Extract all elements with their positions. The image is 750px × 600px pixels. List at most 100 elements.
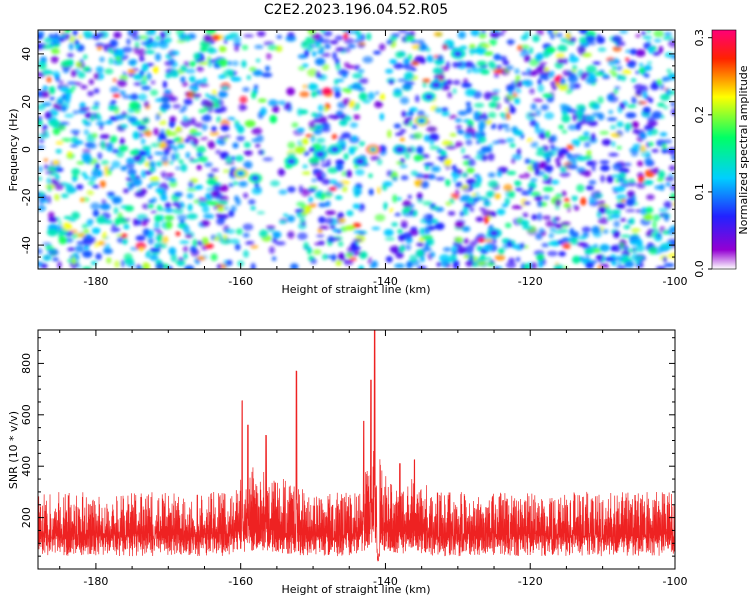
heatmap-cell: [646, 30, 652, 34]
heatmap-cell: [420, 57, 426, 64]
heatmap-cell: [150, 179, 160, 186]
heatmap-cell: [548, 233, 554, 239]
snr-panel: -180 -160 -140 -120 -100 200 400 600 800 Height…: [7, 329, 687, 596]
heatmap-cell: [405, 244, 412, 251]
heatmap-cell: [472, 197, 479, 203]
heatmap-cell: [343, 31, 349, 40]
heatmap-cell: [598, 217, 609, 225]
heatmap-cell: [257, 98, 267, 103]
heatmap-cell: [538, 131, 547, 139]
heatmap-cell: [357, 87, 366, 92]
heatmap-hotspot: [426, 95, 432, 99]
heatmap-cell: [398, 245, 405, 253]
heatmap-cell: [561, 129, 568, 134]
heatmap-cell: [161, 195, 168, 202]
heatmap-cell: [279, 220, 287, 224]
heatmap-cell: [399, 96, 410, 105]
heatmap-cell: [50, 55, 59, 64]
heatmap-cell: [630, 78, 637, 83]
heatmap-cell: [127, 185, 133, 191]
heatmap-cell: [389, 59, 397, 64]
heatmap-cell: [586, 149, 592, 157]
heatmap-cell: [343, 153, 349, 160]
heatmap-cell: [585, 35, 596, 43]
heatmap-cell: [348, 100, 356, 108]
heatmap-cell: [538, 162, 544, 169]
heatmap-cell: [405, 117, 413, 121]
heatmap-cell: [40, 90, 50, 98]
heatmap-cell: [536, 212, 543, 221]
heatmap-cell: [53, 103, 58, 109]
heatmap-cell: [191, 132, 203, 136]
heatmap-cell: [434, 222, 445, 230]
heatmap-cell: [314, 192, 323, 199]
heatmap-cell: [250, 206, 256, 211]
heatmap-cell: [466, 132, 473, 137]
heatmap-cell: [657, 102, 665, 107]
y-tick-label: 20: [20, 95, 33, 109]
heatmap-cell: [93, 88, 100, 94]
heatmap-cell: [366, 32, 372, 41]
heatmap-cell: [663, 201, 673, 209]
heatmap-cell: [82, 66, 91, 72]
heatmap-hotspot: [238, 171, 244, 176]
heatmap-cell: [358, 42, 366, 46]
heatmap-cell: [251, 91, 257, 99]
heatmap-cell: [211, 34, 220, 41]
heatmap-cell: [379, 113, 385, 121]
heatmap-cell: [561, 190, 567, 197]
heatmap-cell: [585, 261, 594, 269]
heatmap-cell: [235, 198, 241, 206]
heatmap-cell: [243, 160, 253, 169]
heatmap-cell: [602, 228, 609, 234]
heatmap-cell: [301, 191, 311, 197]
heatmap-cell: [631, 246, 637, 253]
heatmap-cell: [656, 232, 662, 239]
heatmap-cell: [654, 185, 664, 190]
heatmap-cell: [144, 117, 150, 124]
heatmap-cell: [95, 66, 104, 74]
heatmap-cell: [352, 203, 360, 209]
heatmap-cell: [121, 233, 128, 239]
heatmap-cell: [353, 114, 361, 120]
heatmap-cell: [137, 124, 147, 131]
heatmap-cell: [625, 57, 630, 62]
heatmap-cell: [577, 45, 586, 54]
heatmap-cell: [202, 205, 210, 214]
heatmap-cell: [267, 45, 279, 51]
heatmap-cell: [122, 236, 128, 245]
heatmap-cell: [218, 139, 226, 146]
colorbar-ticks: 0.0 0.1 0.2 0.3: [693, 29, 712, 278]
heatmap-cell: [559, 166, 567, 173]
heatmap-cell: [481, 154, 488, 162]
heatmap-cell: [156, 161, 163, 167]
heatmap-cell: [38, 176, 43, 181]
heatmap-cell: [619, 30, 628, 34]
heatmap-cell: [611, 66, 617, 70]
heatmap-cell: [549, 227, 557, 232]
heatmap-cell: [226, 117, 236, 121]
heatmap-cell: [157, 140, 168, 149]
heatmap-cell: [483, 243, 493, 252]
heatmap-cell: [67, 247, 76, 252]
heatmap-cell: [670, 192, 675, 200]
heatmap-cell: [232, 142, 239, 149]
heatmap-cell: [44, 130, 49, 135]
x-tick-label: -180: [83, 575, 108, 588]
heatmap-cell: [593, 244, 598, 248]
heatmap-cell: [620, 218, 626, 222]
heatmap-cell: [479, 112, 488, 118]
heatmap-cell: [644, 157, 653, 165]
heatmap-cell: [658, 208, 668, 213]
heatmap-cell: [139, 55, 144, 62]
heatmap-cell: [397, 229, 403, 234]
heatmap-cell: [183, 61, 191, 67]
heatmap-cell: [243, 34, 254, 38]
heatmap-cell: [302, 164, 308, 170]
heatmap-cell: [211, 126, 217, 133]
heatmap-cell: [635, 34, 641, 38]
heatmap-cell: [96, 45, 103, 51]
heatmap-cell: [298, 185, 304, 194]
heatmap-cell: [411, 60, 420, 66]
heatmap-cell: [226, 259, 233, 266]
